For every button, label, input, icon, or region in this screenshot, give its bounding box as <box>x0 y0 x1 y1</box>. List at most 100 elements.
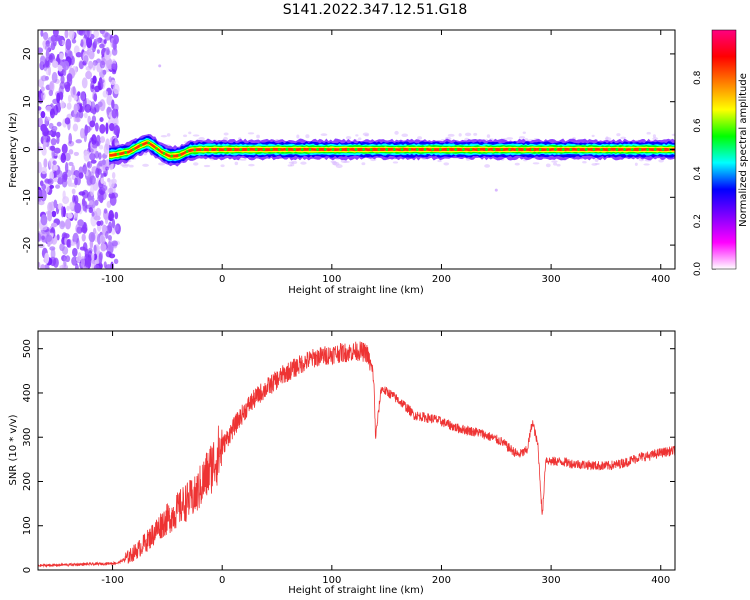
noise-blob <box>61 143 68 154</box>
bottom-y-tick-label: 500 <box>22 339 33 358</box>
spectral-speckle <box>223 132 229 136</box>
noise-blob <box>50 248 56 260</box>
spectral-speckle <box>305 134 310 139</box>
spectral-speckle <box>320 133 328 137</box>
noise-blob <box>94 199 99 206</box>
noise-blob <box>76 30 84 36</box>
noise-blob <box>62 190 66 200</box>
noise-blob <box>85 70 93 80</box>
noise-blob <box>97 101 103 108</box>
noise-blob <box>42 31 49 41</box>
noise-blob <box>103 39 107 44</box>
bottom-x-tick-label: 0 <box>219 575 225 586</box>
spectral-speckle <box>290 163 295 167</box>
noise-blob <box>79 246 86 251</box>
spectral-speckle <box>486 134 491 138</box>
ridge-peak-dot <box>638 148 642 151</box>
noise-blob <box>96 220 102 226</box>
spectral-speckle <box>556 163 561 167</box>
noise-blob <box>105 251 112 258</box>
ridge-peak-dot <box>116 152 120 156</box>
noise-blob <box>38 161 42 174</box>
noise-blob <box>106 200 112 209</box>
noise-blob <box>51 222 58 228</box>
noise-blob <box>44 252 50 264</box>
spectral-speckle <box>591 163 598 166</box>
noise-blob <box>39 55 46 66</box>
ridge-peak-dot <box>431 148 435 151</box>
ridge-peak-dot <box>592 148 596 151</box>
noise-blob <box>66 102 72 110</box>
spectral-speckle <box>506 137 514 140</box>
outlier-dot <box>158 64 162 68</box>
noise-blob <box>92 75 97 84</box>
ridge-peak-dot <box>415 148 419 151</box>
noise-blob <box>108 210 114 222</box>
ridge-peak-dot <box>262 148 266 151</box>
noise-blob <box>41 235 45 241</box>
ridge-peak-dot <box>293 148 296 151</box>
noise-blob <box>56 135 60 145</box>
noise-blob <box>69 201 74 211</box>
ridge-peak-dot <box>331 148 335 151</box>
ridge-peak-dot <box>515 148 519 151</box>
noise-blob <box>45 234 53 242</box>
noise-blob <box>77 91 81 97</box>
noise-blob <box>40 111 46 119</box>
noise-blob <box>111 218 116 229</box>
colorbar-tick-label: 0.6 <box>693 118 703 133</box>
ridge-peak-dot <box>469 148 473 151</box>
noise-blob <box>74 103 80 111</box>
spectral-speckle <box>484 164 491 168</box>
spectral-speckle <box>357 137 362 141</box>
noise-blob <box>89 152 96 161</box>
noise-blob <box>56 92 61 104</box>
noise-blob <box>79 91 86 101</box>
noise-blob <box>112 39 117 50</box>
noise-blob <box>111 108 118 119</box>
noise-blob <box>78 172 84 179</box>
noise-blob <box>80 39 84 48</box>
spectral-speckle <box>591 134 595 138</box>
bottom-y-tick-label: 100 <box>22 516 33 535</box>
noise-blob <box>48 89 54 97</box>
noise-blob <box>107 221 113 234</box>
noise-blob <box>93 93 98 102</box>
spectral-speckle <box>335 164 343 169</box>
spectral-speckle <box>532 162 540 165</box>
noise-blob <box>52 160 57 166</box>
noise-blob <box>38 243 45 249</box>
noise-blob <box>49 171 54 181</box>
ridge-peak-dot <box>408 148 412 151</box>
noise-blob <box>73 95 78 101</box>
noise-blob <box>41 183 47 191</box>
noise-blob <box>60 153 67 164</box>
noise-blob <box>40 91 46 101</box>
ridge-peak-dot <box>362 148 366 151</box>
noise-blob <box>38 106 42 111</box>
noise-blob <box>43 158 48 168</box>
spectral-speckle <box>361 162 366 166</box>
noise-blob <box>99 117 104 123</box>
noise-blob <box>59 264 67 269</box>
noise-blob <box>91 134 97 146</box>
spectral-speckle <box>553 162 558 166</box>
noise-blob <box>106 58 113 70</box>
spectral-speckle <box>128 164 134 168</box>
spectral-speckle <box>616 133 621 137</box>
noise-blob <box>38 261 41 269</box>
spectral-speckle <box>447 133 455 137</box>
noise-blob <box>105 166 109 171</box>
noise-blob <box>50 34 57 43</box>
top-y-axis-label: Frequency (Hz) <box>8 112 19 188</box>
noise-blob <box>74 195 79 205</box>
noise-blob <box>66 73 73 82</box>
bottom-x-tick-label: -100 <box>101 575 124 586</box>
noise-blob <box>51 210 57 218</box>
noise-blob <box>111 63 117 70</box>
noise-blob <box>59 52 64 60</box>
noise-blob <box>41 225 48 231</box>
noise-blob <box>38 190 43 199</box>
bottom-y-tick-label: 300 <box>22 428 33 447</box>
